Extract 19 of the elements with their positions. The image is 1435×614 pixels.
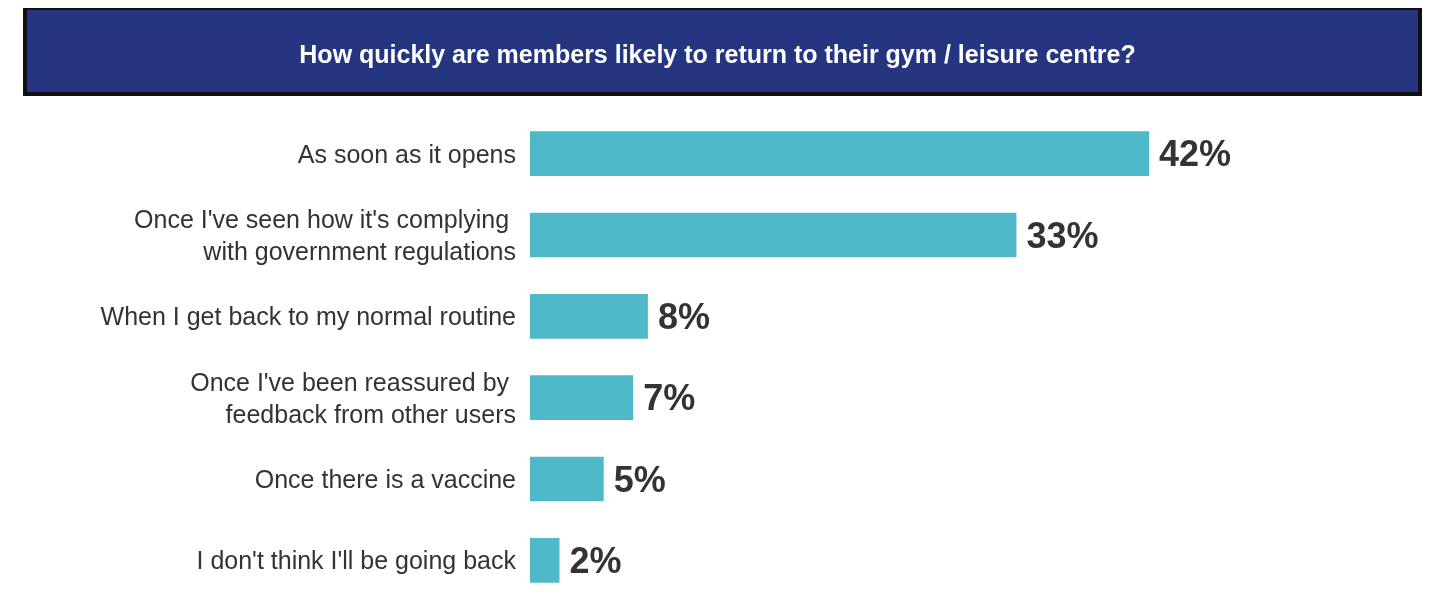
bar [530, 131, 1150, 177]
y-tick-label: When I get back to my normal routine [100, 302, 516, 331]
bar [530, 375, 634, 421]
bar [530, 212, 1017, 258]
bar [530, 456, 604, 502]
chart-title: How quickly are members likely to return to their gym / leisure centre? [299, 39, 1136, 68]
y-tick-label: Once I've seen how it's complying with government regulations [134, 205, 516, 265]
y-tick-label: Once there is a vaccine [254, 465, 516, 493]
data-label: 33% [1026, 214, 1099, 256]
bar [530, 537, 560, 583]
data-label: 2% [569, 539, 622, 581]
data-label: 5% [613, 458, 666, 500]
data-label: 42% [1159, 133, 1232, 175]
data-label: 7% [643, 377, 696, 419]
y-tick-label: As soon as it opens [297, 139, 516, 168]
y-tick-label: I don't think I'll be going back [196, 546, 517, 575]
data-label: 8% [657, 295, 710, 337]
y-tick-label: Once I've been reassured by feedback from other users [190, 367, 516, 428]
bar [530, 293, 648, 339]
